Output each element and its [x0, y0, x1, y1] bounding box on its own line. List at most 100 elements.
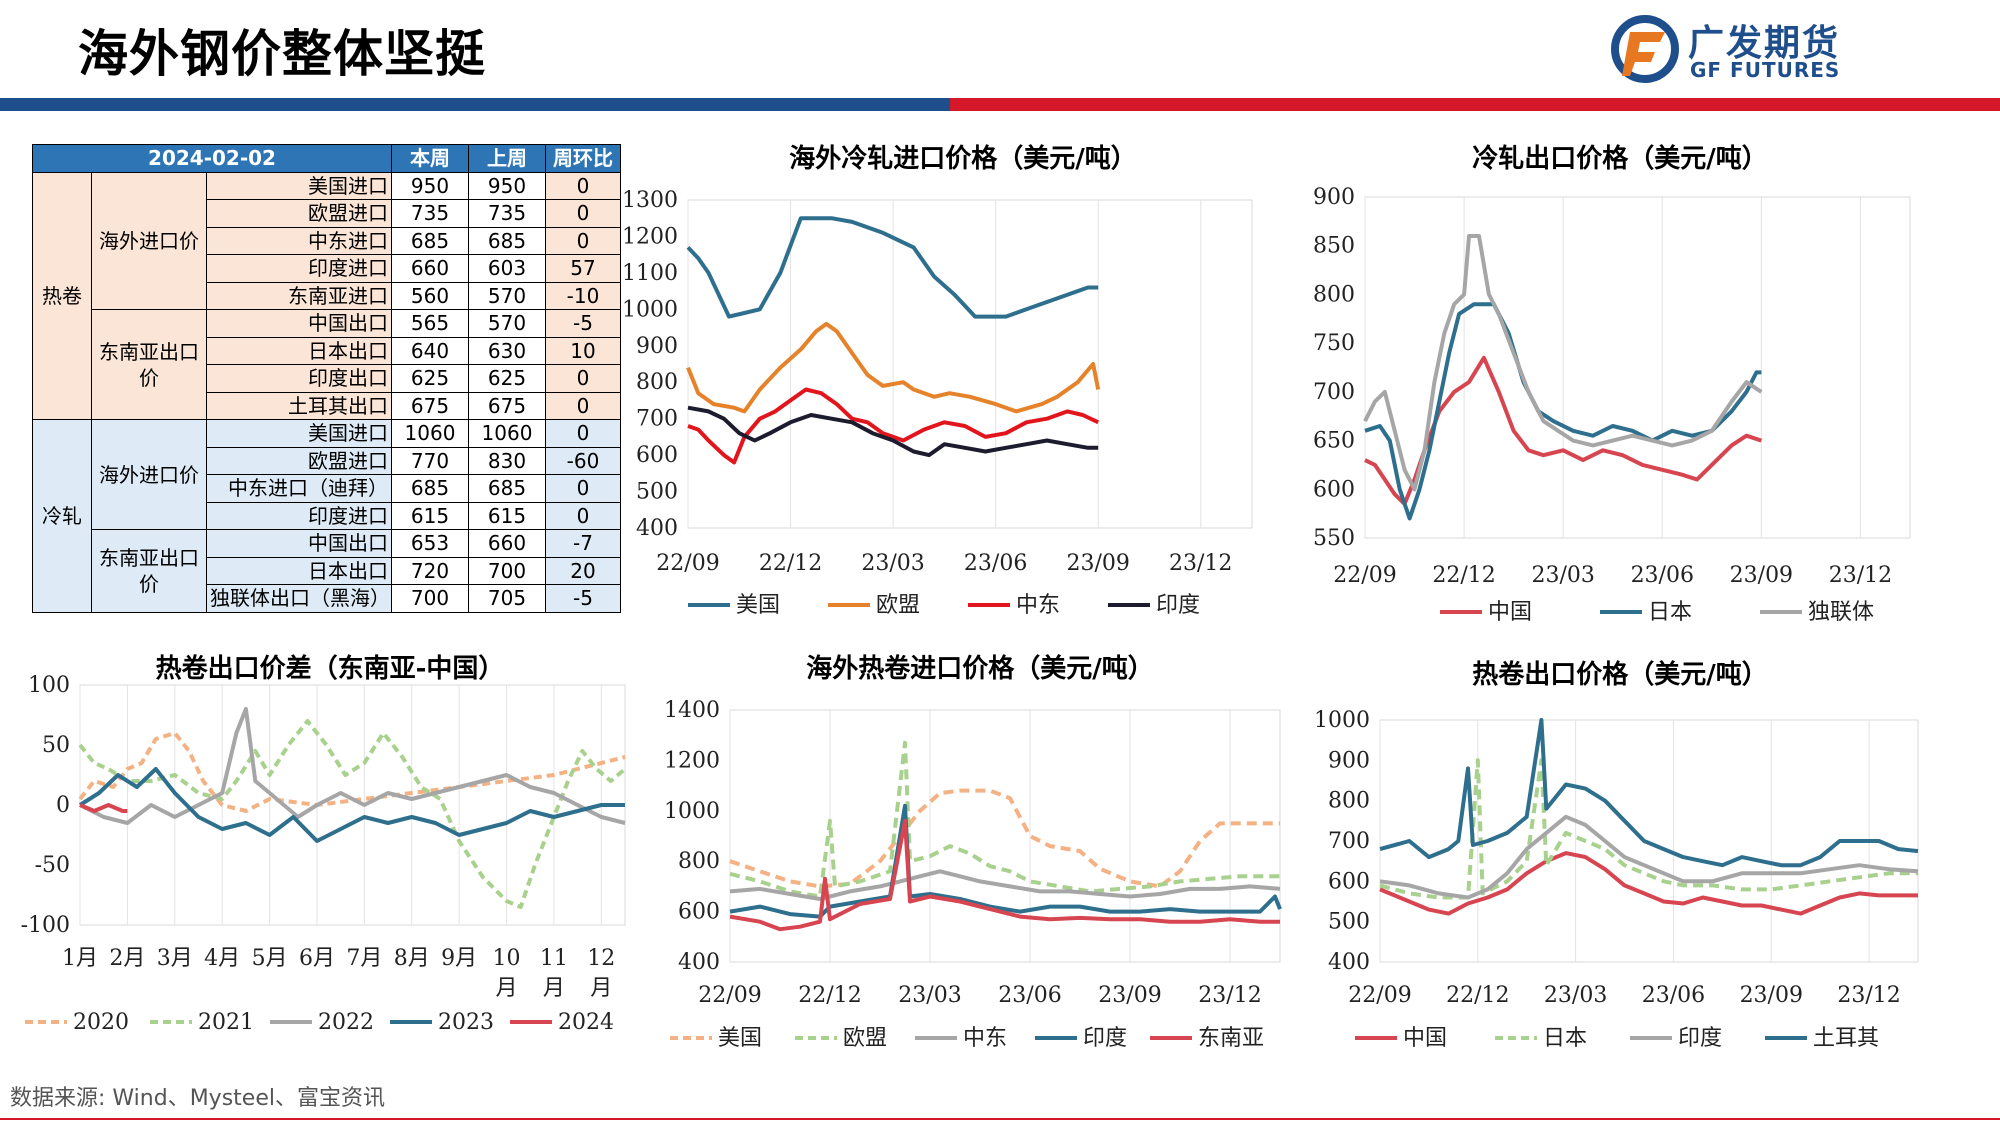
- y-tick-label: 900: [1328, 748, 1370, 773]
- legend-label: 欧盟: [843, 1026, 887, 1051]
- x-tick-label: 23/06: [998, 983, 1061, 1008]
- series-line-印度: [729, 803, 1282, 919]
- x-tick-label: 23/09: [1740, 983, 1803, 1008]
- legend-label: 2024: [558, 1010, 614, 1035]
- table-col-header: 上周: [468, 144, 546, 173]
- series-line-独联体: [1363, 234, 1763, 492]
- y-tick-label: 1000: [664, 799, 720, 824]
- table-group-label: 东南亚出口价: [91, 529, 207, 613]
- x-tick-label: 22/09: [1333, 563, 1396, 588]
- table-cell-this-week: 560: [391, 281, 469, 310]
- x-tick-label: 23/06: [964, 551, 1027, 576]
- table-cell-change: -5: [545, 309, 621, 338]
- y-tick-label: 500: [1328, 910, 1370, 935]
- legend-label: 中东: [1016, 593, 1060, 618]
- table-cell-last-week: 685: [468, 226, 546, 255]
- chart-title: 热卷出口价格（美元/吨）: [1472, 660, 1768, 690]
- series-line-2020: [78, 731, 626, 813]
- table-cell-change: -5: [545, 584, 621, 613]
- y-tick-label: 800: [636, 370, 678, 395]
- y-tick-label: 50: [42, 733, 70, 758]
- table-group-label: 海外进口价: [91, 419, 207, 530]
- x-tick-label: 22/09: [698, 983, 761, 1008]
- chart-svg: 400 600 800 1000 1200 1400 22/09 22/12 23/03 23/0…: [664, 698, 1282, 1051]
- y-tick-label: 1300: [622, 188, 678, 213]
- chart-title: 海外冷轧进口价格（美元/吨）: [789, 144, 1137, 174]
- table-cell-last-week: 685: [468, 474, 546, 503]
- chart-spread: 热卷出口价差（东南亚-中国） -100 -50 0 50 100 1月 2月 3月 4月 5月 6月…: [0, 640, 660, 1045]
- y-tick-label: 800: [678, 849, 720, 874]
- y-tick-label: 600: [1328, 869, 1370, 894]
- y-tick-label: 800: [1313, 282, 1355, 307]
- y-tick-label: 1200: [622, 224, 678, 249]
- table-cell-change: 0: [545, 501, 621, 530]
- y-tick-label: 700: [1313, 380, 1355, 405]
- x-tick-label: 23/03: [1544, 983, 1607, 1008]
- series-line-美国: [686, 216, 1099, 319]
- y-tick-label: 650: [1313, 429, 1355, 454]
- table-cell-this-week: 700: [391, 584, 469, 613]
- page-title: 海外钢价整体坚挺: [78, 25, 486, 83]
- price-table: 2024-02-02 本周 上周 周环比 热卷 海外进口价 美国进口 950 950 0 欧盟进口 7…: [32, 144, 621, 613]
- table-cell-change: -10: [545, 281, 621, 310]
- series-line-中东: [729, 869, 1281, 901]
- chart-svg: 400 500 600 700 800 900 1000 1100 1200 1300 22/09 2…: [622, 188, 1253, 618]
- legend-label: 美国: [736, 593, 780, 618]
- y-tick-label: 1000: [1314, 708, 1370, 733]
- y-tick-label: 1400: [664, 698, 720, 723]
- x-tick-label: 6月: [299, 946, 335, 971]
- table-row-label: 土耳其出口: [206, 391, 392, 420]
- table-row-label: 美国进口: [206, 171, 392, 200]
- legend-label: 美国: [718, 1026, 762, 1051]
- x-tick-label: 22/12: [759, 551, 822, 576]
- table-cell-last-week: 675: [468, 391, 546, 420]
- table-cell-last-week: 700: [468, 556, 546, 585]
- table-cell-last-week: 570: [468, 309, 546, 338]
- table-cell-last-week: 735: [468, 199, 546, 228]
- table-cell-this-week: 720: [391, 556, 469, 585]
- logo-text-cn: 广发期货: [1688, 23, 1841, 64]
- y-tick-label: 800: [1328, 789, 1370, 814]
- table-row-label: 欧盟进口: [206, 199, 392, 228]
- table-row: 东南亚出口价 中国出口 653 660 -7: [33, 529, 621, 613]
- x-tick-label: 4月: [204, 946, 240, 971]
- table-row-label: 独联体出口（黑海）: [206, 584, 392, 613]
- chart-svg: 550 600 650 700 750 800 850 900 22/09 22/12 23/03 2…: [1313, 185, 1911, 625]
- logo-text-en: GF FUTURES: [1690, 58, 1841, 82]
- logo: 广发期货 GF FUTURES: [1610, 14, 1860, 84]
- series-line-欧盟: [729, 740, 1280, 899]
- table-cell-this-week: 770: [391, 446, 469, 475]
- table-row-label: 美国进口: [206, 419, 392, 448]
- x-tick-label: 1月: [62, 946, 98, 971]
- table-row-label: 日本出口: [206, 556, 392, 585]
- table-row-label: 欧盟进口: [206, 446, 392, 475]
- table-row-label: 中东进口: [206, 226, 392, 255]
- x-tick-label: 23/09: [1730, 563, 1793, 588]
- table-cell-last-week: 570: [468, 281, 546, 310]
- y-tick-label: 1100: [622, 261, 678, 286]
- header-band-red: [950, 98, 2000, 111]
- table-cell-last-week: 615: [468, 501, 546, 530]
- y-tick-label: 600: [636, 443, 678, 468]
- table-cell-change: -60: [545, 446, 621, 475]
- legend-label: 2021: [198, 1010, 254, 1035]
- y-tick-label: 1200: [664, 748, 720, 773]
- table-cell-this-week: 675: [391, 391, 469, 420]
- table-row: 日本出口 640 630 10: [33, 336, 621, 365]
- table-col-header: 本周: [391, 144, 469, 173]
- x-tick-label: 23/12: [1837, 983, 1900, 1008]
- table-row: 欧盟进口 735 735 0: [33, 199, 621, 228]
- series-line-2023: [78, 767, 625, 843]
- table-cell-this-week: 1060: [391, 419, 469, 448]
- legend-label: 日本: [1543, 1026, 1587, 1051]
- table-row-label: 中国出口: [206, 309, 392, 338]
- y-tick-label: 550: [1313, 526, 1355, 551]
- table-cell-this-week: 735: [391, 199, 469, 228]
- legend-label: 中国: [1403, 1026, 1447, 1051]
- x-tick-label: 10 月: [493, 946, 521, 1001]
- x-tick-label: 22/09: [656, 551, 719, 576]
- table-cell-change: 20: [545, 556, 621, 585]
- legend-label: 印度: [1678, 1026, 1722, 1051]
- y-tick-label: 400: [636, 516, 678, 541]
- table-row-label: 印度进口: [206, 501, 392, 530]
